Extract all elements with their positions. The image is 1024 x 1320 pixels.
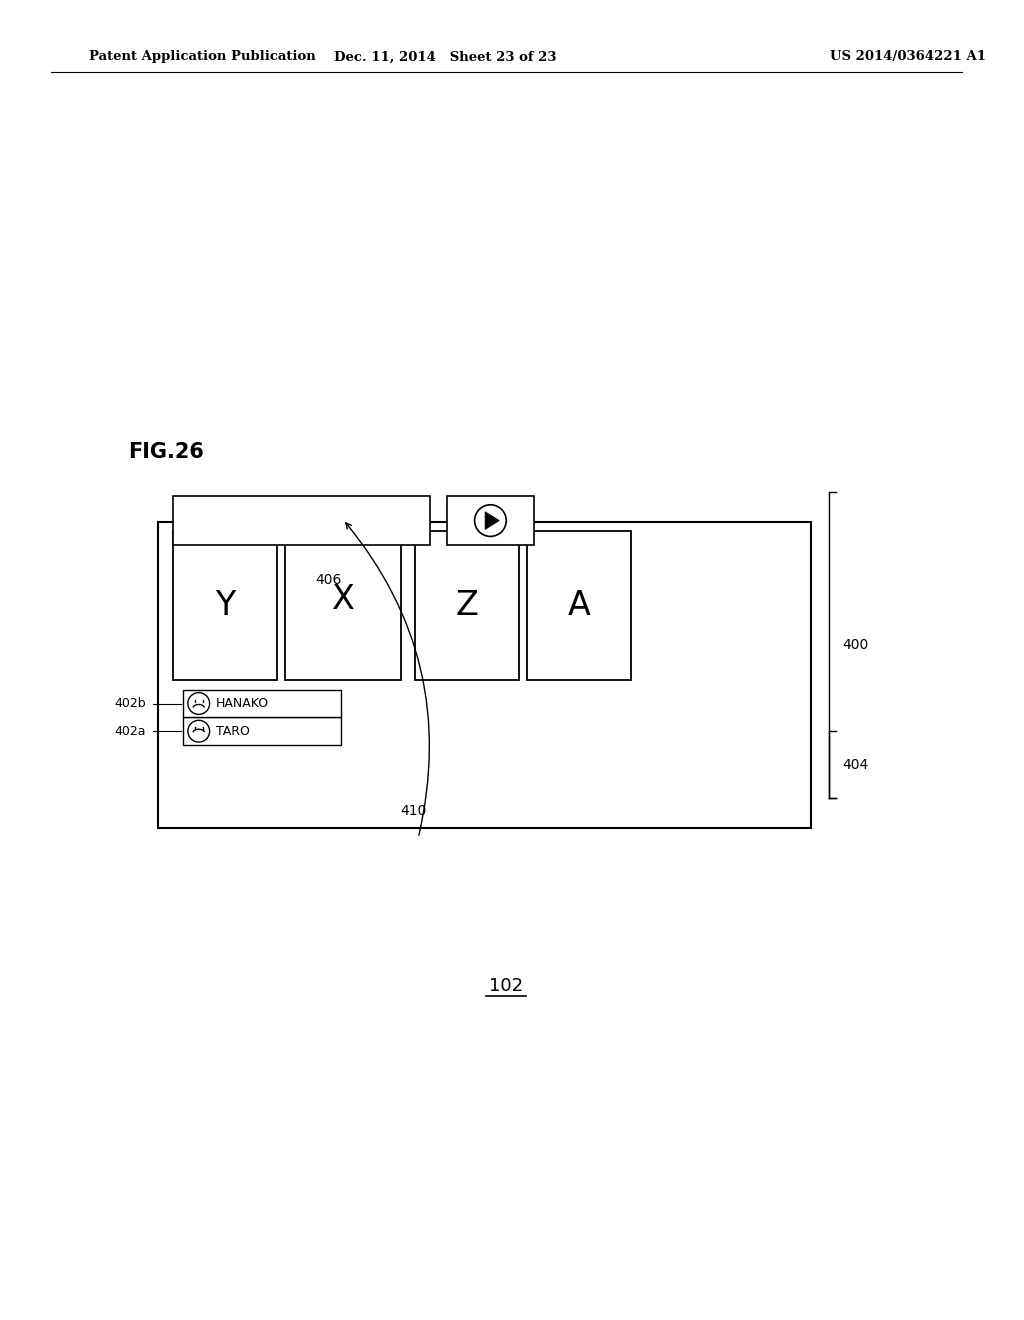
Text: 404: 404 xyxy=(843,758,868,772)
Bar xyxy=(173,532,276,680)
Bar xyxy=(285,520,401,680)
Text: US 2014/0364221 A1: US 2014/0364221 A1 xyxy=(830,50,986,63)
Text: 410: 410 xyxy=(400,804,426,818)
Bar xyxy=(527,532,631,680)
Text: FIG.26: FIG.26 xyxy=(129,442,205,462)
Text: Patent Application Publication: Patent Application Publication xyxy=(89,50,315,63)
Text: Dec. 11, 2014   Sheet 23 of 23: Dec. 11, 2014 Sheet 23 of 23 xyxy=(334,50,557,63)
Text: TARO: TARO xyxy=(215,725,250,738)
Text: HANAKO: HANAKO xyxy=(215,697,268,710)
Bar xyxy=(158,521,811,828)
Bar xyxy=(446,496,534,545)
Text: 102: 102 xyxy=(489,977,523,995)
Bar xyxy=(173,496,430,545)
Text: 402a: 402a xyxy=(115,725,146,738)
Text: 406: 406 xyxy=(315,573,341,587)
Text: Y: Y xyxy=(215,589,236,622)
Bar xyxy=(416,532,519,680)
Bar xyxy=(183,717,341,744)
Text: 402b: 402b xyxy=(115,697,146,710)
Text: A: A xyxy=(567,589,591,622)
Text: X: X xyxy=(332,583,354,616)
Polygon shape xyxy=(485,512,500,529)
Text: 400: 400 xyxy=(843,638,868,652)
Bar xyxy=(183,689,341,717)
Text: Z: Z xyxy=(456,589,478,622)
